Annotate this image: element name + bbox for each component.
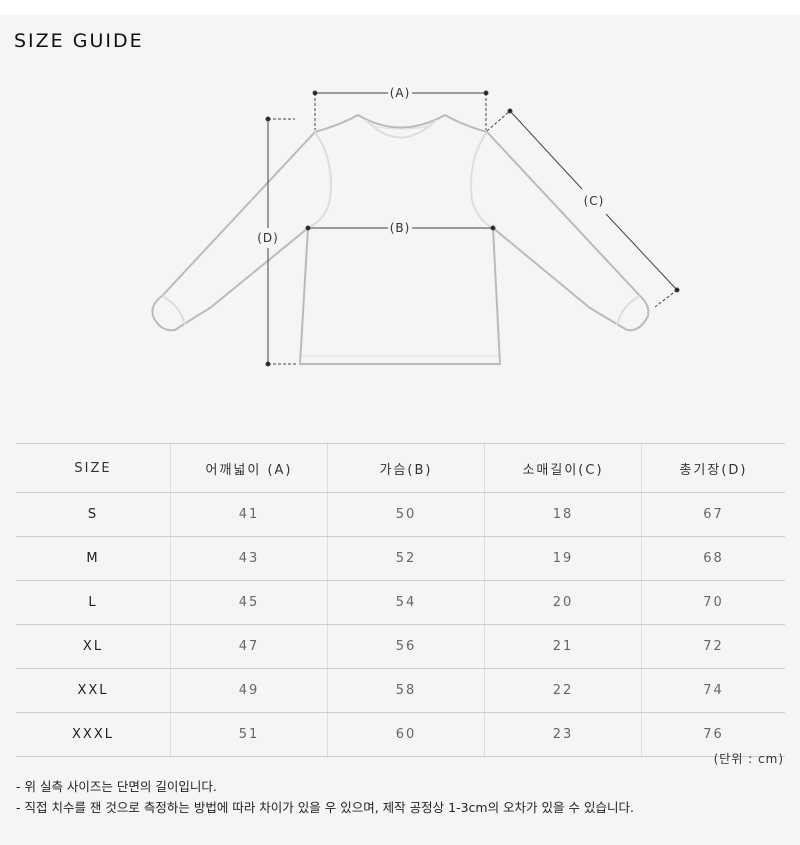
cell: XXL <box>16 668 171 713</box>
cell: 23 <box>484 712 642 757</box>
unit-label: (단위 : cm) <box>713 752 784 766</box>
cell: 49 <box>170 668 328 713</box>
cell: S <box>16 492 171 537</box>
label-a: (A) <box>390 86 411 100</box>
table-row: S 41 50 18 67 <box>16 492 785 537</box>
cell: 21 <box>484 624 642 669</box>
note-1: - 위 실측 사이즈는 단면의 길이입니다. <box>16 779 217 794</box>
header-length: 총기장(D) <box>641 443 785 493</box>
cell: 60 <box>327 712 485 757</box>
top-strip <box>0 0 800 15</box>
header-chest: 가슴(B) <box>327 443 485 493</box>
cell: 18 <box>484 492 642 537</box>
cell: 70 <box>641 580 785 625</box>
cell: 67 <box>641 492 785 537</box>
cell: 47 <box>170 624 328 669</box>
label-d: (D) <box>257 231 279 245</box>
cell: 22 <box>484 668 642 713</box>
label-b: (B) <box>390 221 411 235</box>
sweater-outline <box>151 113 650 365</box>
header-size: SIZE <box>16 443 171 493</box>
cell: 52 <box>327 536 485 581</box>
cell: 50 <box>327 492 485 537</box>
cell: 58 <box>327 668 485 713</box>
table-row: XXL 49 58 22 74 <box>16 668 785 713</box>
cell: 20 <box>484 580 642 625</box>
sweater-diagram: (A) (B) (C) (D) <box>151 86 680 367</box>
header-sleeve: 소매길이(C) <box>484 443 642 493</box>
measure-lines <box>265 90 680 367</box>
page-title: SIZE GUIDE <box>14 30 144 52</box>
table-row: XL 47 56 21 72 <box>16 624 785 669</box>
cell: 72 <box>641 624 785 669</box>
cell: XL <box>16 624 171 669</box>
table-row: M 43 52 19 68 <box>16 536 785 581</box>
cell: M <box>16 536 171 581</box>
cell: 45 <box>170 580 328 625</box>
cell: 19 <box>484 536 642 581</box>
cell: 74 <box>641 668 785 713</box>
cell: 51 <box>170 712 328 757</box>
table-row: XXXL 51 60 23 76 <box>16 712 785 757</box>
table-header-row: SIZE 어깨넓이 (A) 가슴(B) 소매길이(C) 총기장(D) <box>16 443 785 493</box>
size-table: SIZE 어깨넓이 (A) 가슴(B) 소매길이(C) 총기장(D) S 41 50… <box>16 443 785 757</box>
header-shoulder: 어깨넓이 (A) <box>170 443 328 493</box>
cell: 68 <box>641 536 785 581</box>
note-2: - 직접 치수를 잰 것으로 측정하는 방법에 따라 차이가 있을 우 있으며,… <box>16 800 634 815</box>
cell: 54 <box>327 580 485 625</box>
cell: XXXL <box>16 712 171 757</box>
cell: 76 <box>641 712 785 757</box>
cell: 41 <box>170 492 328 537</box>
table-row: L 45 54 20 70 <box>16 580 785 625</box>
cell: 56 <box>327 624 485 669</box>
label-c: (C) <box>584 194 605 208</box>
cell: 43 <box>170 536 328 581</box>
cell: L <box>16 580 171 625</box>
